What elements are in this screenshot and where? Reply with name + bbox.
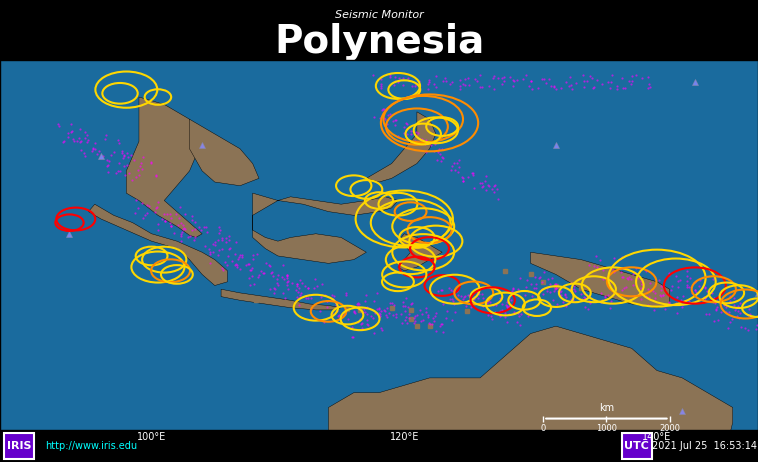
Text: 100°E: 100°E — [137, 432, 166, 442]
Text: 0: 0 — [540, 425, 546, 433]
FancyBboxPatch shape — [622, 433, 652, 459]
Text: 120°E: 120°E — [390, 432, 419, 442]
Polygon shape — [190, 119, 259, 186]
Polygon shape — [89, 204, 227, 286]
Polygon shape — [221, 289, 341, 310]
Text: km: km — [599, 403, 614, 413]
Text: Polynesia: Polynesia — [274, 23, 484, 61]
Text: 2021 Jul 25  16:53:14: 2021 Jul 25 16:53:14 — [653, 441, 757, 451]
Text: IRIS: IRIS — [8, 441, 32, 451]
Text: http://www.iris.edu: http://www.iris.edu — [45, 441, 137, 451]
Text: 140°E: 140°E — [642, 432, 672, 442]
Polygon shape — [398, 234, 442, 271]
FancyBboxPatch shape — [4, 433, 34, 459]
Polygon shape — [366, 112, 436, 182]
Text: 2000: 2000 — [659, 425, 680, 433]
Text: Seismic Monitor: Seismic Monitor — [334, 10, 424, 20]
Text: UTC: UTC — [625, 441, 649, 451]
Polygon shape — [531, 252, 669, 308]
Text: 1000: 1000 — [596, 425, 617, 433]
Polygon shape — [127, 97, 202, 237]
Polygon shape — [252, 193, 398, 263]
Polygon shape — [328, 326, 733, 462]
